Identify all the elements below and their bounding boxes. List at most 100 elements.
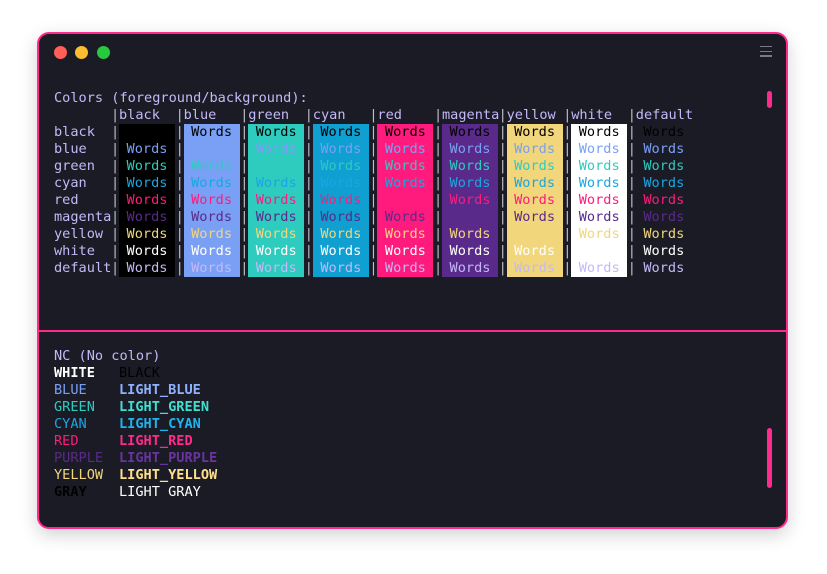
cell-separator: | [240, 209, 249, 225]
terminal-pane-top[interactable]: Colors (foreground/background): | black | b… [39, 74, 786, 330]
cell-separator: | [240, 158, 249, 174]
cell-yellow-on-black: Words [126, 226, 168, 242]
cell-magenta-on-magenta: Words [449, 209, 491, 225]
nc-color-purple: PURPLE [54, 450, 104, 466]
header-separator: | [498, 107, 507, 123]
cell-cyan-on-default: Words [643, 175, 685, 191]
cell-default-on-magenta: Words [449, 260, 491, 276]
cell-white-on-default: Words [643, 243, 685, 259]
cell-separator: | [627, 175, 636, 191]
nc-color-white: WHITE [54, 365, 95, 381]
nc-color-light-blue: LIGHT_BLUE [119, 382, 201, 398]
cell-default-on-red: Words [384, 260, 426, 276]
header-separator: | [111, 107, 120, 123]
cell-separator: | [498, 243, 507, 259]
nc-color-light-yellow: LIGHT_YELLOW [119, 467, 218, 483]
cell-separator: | [175, 243, 184, 259]
cell-green-on-red: Words [384, 158, 426, 174]
row-label-blue: blue [54, 141, 87, 157]
row-label-white: white [54, 243, 95, 259]
cell-cyan-on-white: Words [578, 175, 620, 191]
cell-yellow-on-cyan: Words [320, 226, 362, 242]
cell-separator: | [111, 175, 120, 191]
cell-separator: | [369, 243, 378, 259]
cell-magenta-on-default: Words [643, 209, 685, 225]
header-separator: | [304, 107, 313, 123]
cell-separator: | [240, 226, 249, 242]
cell-cyan-on-yellow: Words [514, 175, 556, 191]
color-table-heading: Colors (foreground/background): [54, 90, 308, 106]
cell-separator: | [434, 243, 443, 259]
column-header-red: red [377, 107, 402, 123]
column-header-black: black [119, 107, 160, 123]
cell-separator: | [111, 226, 120, 242]
cell-separator: | [369, 124, 378, 140]
cell-separator: | [304, 209, 313, 225]
cell-separator: | [175, 260, 184, 276]
nc-color-green: GREEN [54, 399, 95, 415]
cell-cyan-on-black: Words [126, 175, 168, 191]
cell-separator: | [563, 158, 572, 174]
nc-color-yellow: YELLOW [54, 467, 104, 483]
cell-magenta-on-blue: Words [191, 209, 233, 225]
row-label-yellow: yellow [54, 226, 104, 242]
cell-red-on-white: Words [578, 192, 620, 208]
nc-color-blue: BLUE [54, 382, 87, 398]
cell-white-on-black: Words [126, 243, 168, 259]
cell-green-on-black: Words [126, 158, 168, 174]
cell-separator: | [304, 124, 313, 140]
cell-separator: | [240, 260, 249, 276]
cell-separator: | [434, 209, 443, 225]
cell-red-on-cyan: Words [320, 192, 362, 208]
cell-separator: | [111, 260, 120, 276]
cell-red-on-red: Words [384, 192, 426, 208]
cell-black-on-default: Words [643, 124, 685, 140]
traffic-light-close[interactable] [54, 46, 67, 59]
cell-separator: | [627, 209, 636, 225]
terminal-pane-bottom[interactable]: NC (No color) WHITE BLACK BLUE LIGHT_BLUE GR… [39, 332, 786, 527]
cell-separator: | [175, 192, 184, 208]
cell-separator: | [369, 226, 378, 242]
cell-blue-on-black: Words [126, 141, 168, 157]
cell-separator: | [369, 260, 378, 276]
cell-separator: | [240, 192, 249, 208]
hamburger-menu-icon[interactable] [760, 46, 772, 58]
bg-column-red [377, 124, 434, 277]
nc-color-light-green: LIGHT_GREEN [119, 399, 210, 415]
cell-separator: | [498, 260, 507, 276]
cell-separator: | [498, 175, 507, 191]
cell-separator: | [304, 260, 313, 276]
cell-black-on-magenta: Words [449, 124, 491, 140]
cell-separator: | [563, 260, 572, 276]
cell-default-on-white: Words [578, 260, 620, 276]
cell-cyan-on-blue: Words [191, 175, 233, 191]
cell-black-on-black: Words [126, 124, 168, 140]
cell-separator: | [627, 158, 636, 174]
traffic-light-minimize[interactable] [75, 46, 88, 59]
cell-magenta-on-white: Words [578, 209, 620, 225]
cell-blue-on-white: Words [578, 141, 620, 157]
cell-separator: | [563, 192, 572, 208]
row-label-cyan: cyan [54, 175, 87, 191]
scrollbar-bottom[interactable] [767, 428, 772, 488]
cell-separator: | [111, 124, 120, 140]
cell-blue-on-magenta: Words [449, 141, 491, 157]
cell-separator: | [240, 124, 249, 140]
cell-red-on-black: Words [126, 192, 168, 208]
cell-yellow-on-magenta: Words [449, 226, 491, 242]
traffic-light-zoom[interactable] [97, 46, 110, 59]
cell-black-on-yellow: Words [514, 124, 556, 140]
cell-green-on-blue: Words [191, 158, 233, 174]
cell-separator: | [304, 226, 313, 242]
cell-default-on-green: Words [255, 260, 297, 276]
row-label-magenta: magenta [54, 209, 112, 225]
scrollbar-top[interactable] [767, 91, 772, 108]
cell-cyan-on-red: Words [384, 175, 426, 191]
cell-red-on-default: Words [643, 192, 685, 208]
cell-separator: | [563, 243, 572, 259]
cell-green-on-yellow: Words [514, 158, 556, 174]
cell-separator: | [304, 158, 313, 174]
nc-color-light-purple: LIGHT_PURPLE [119, 450, 218, 466]
cell-separator: | [627, 260, 636, 276]
pane-divider[interactable] [39, 330, 786, 332]
